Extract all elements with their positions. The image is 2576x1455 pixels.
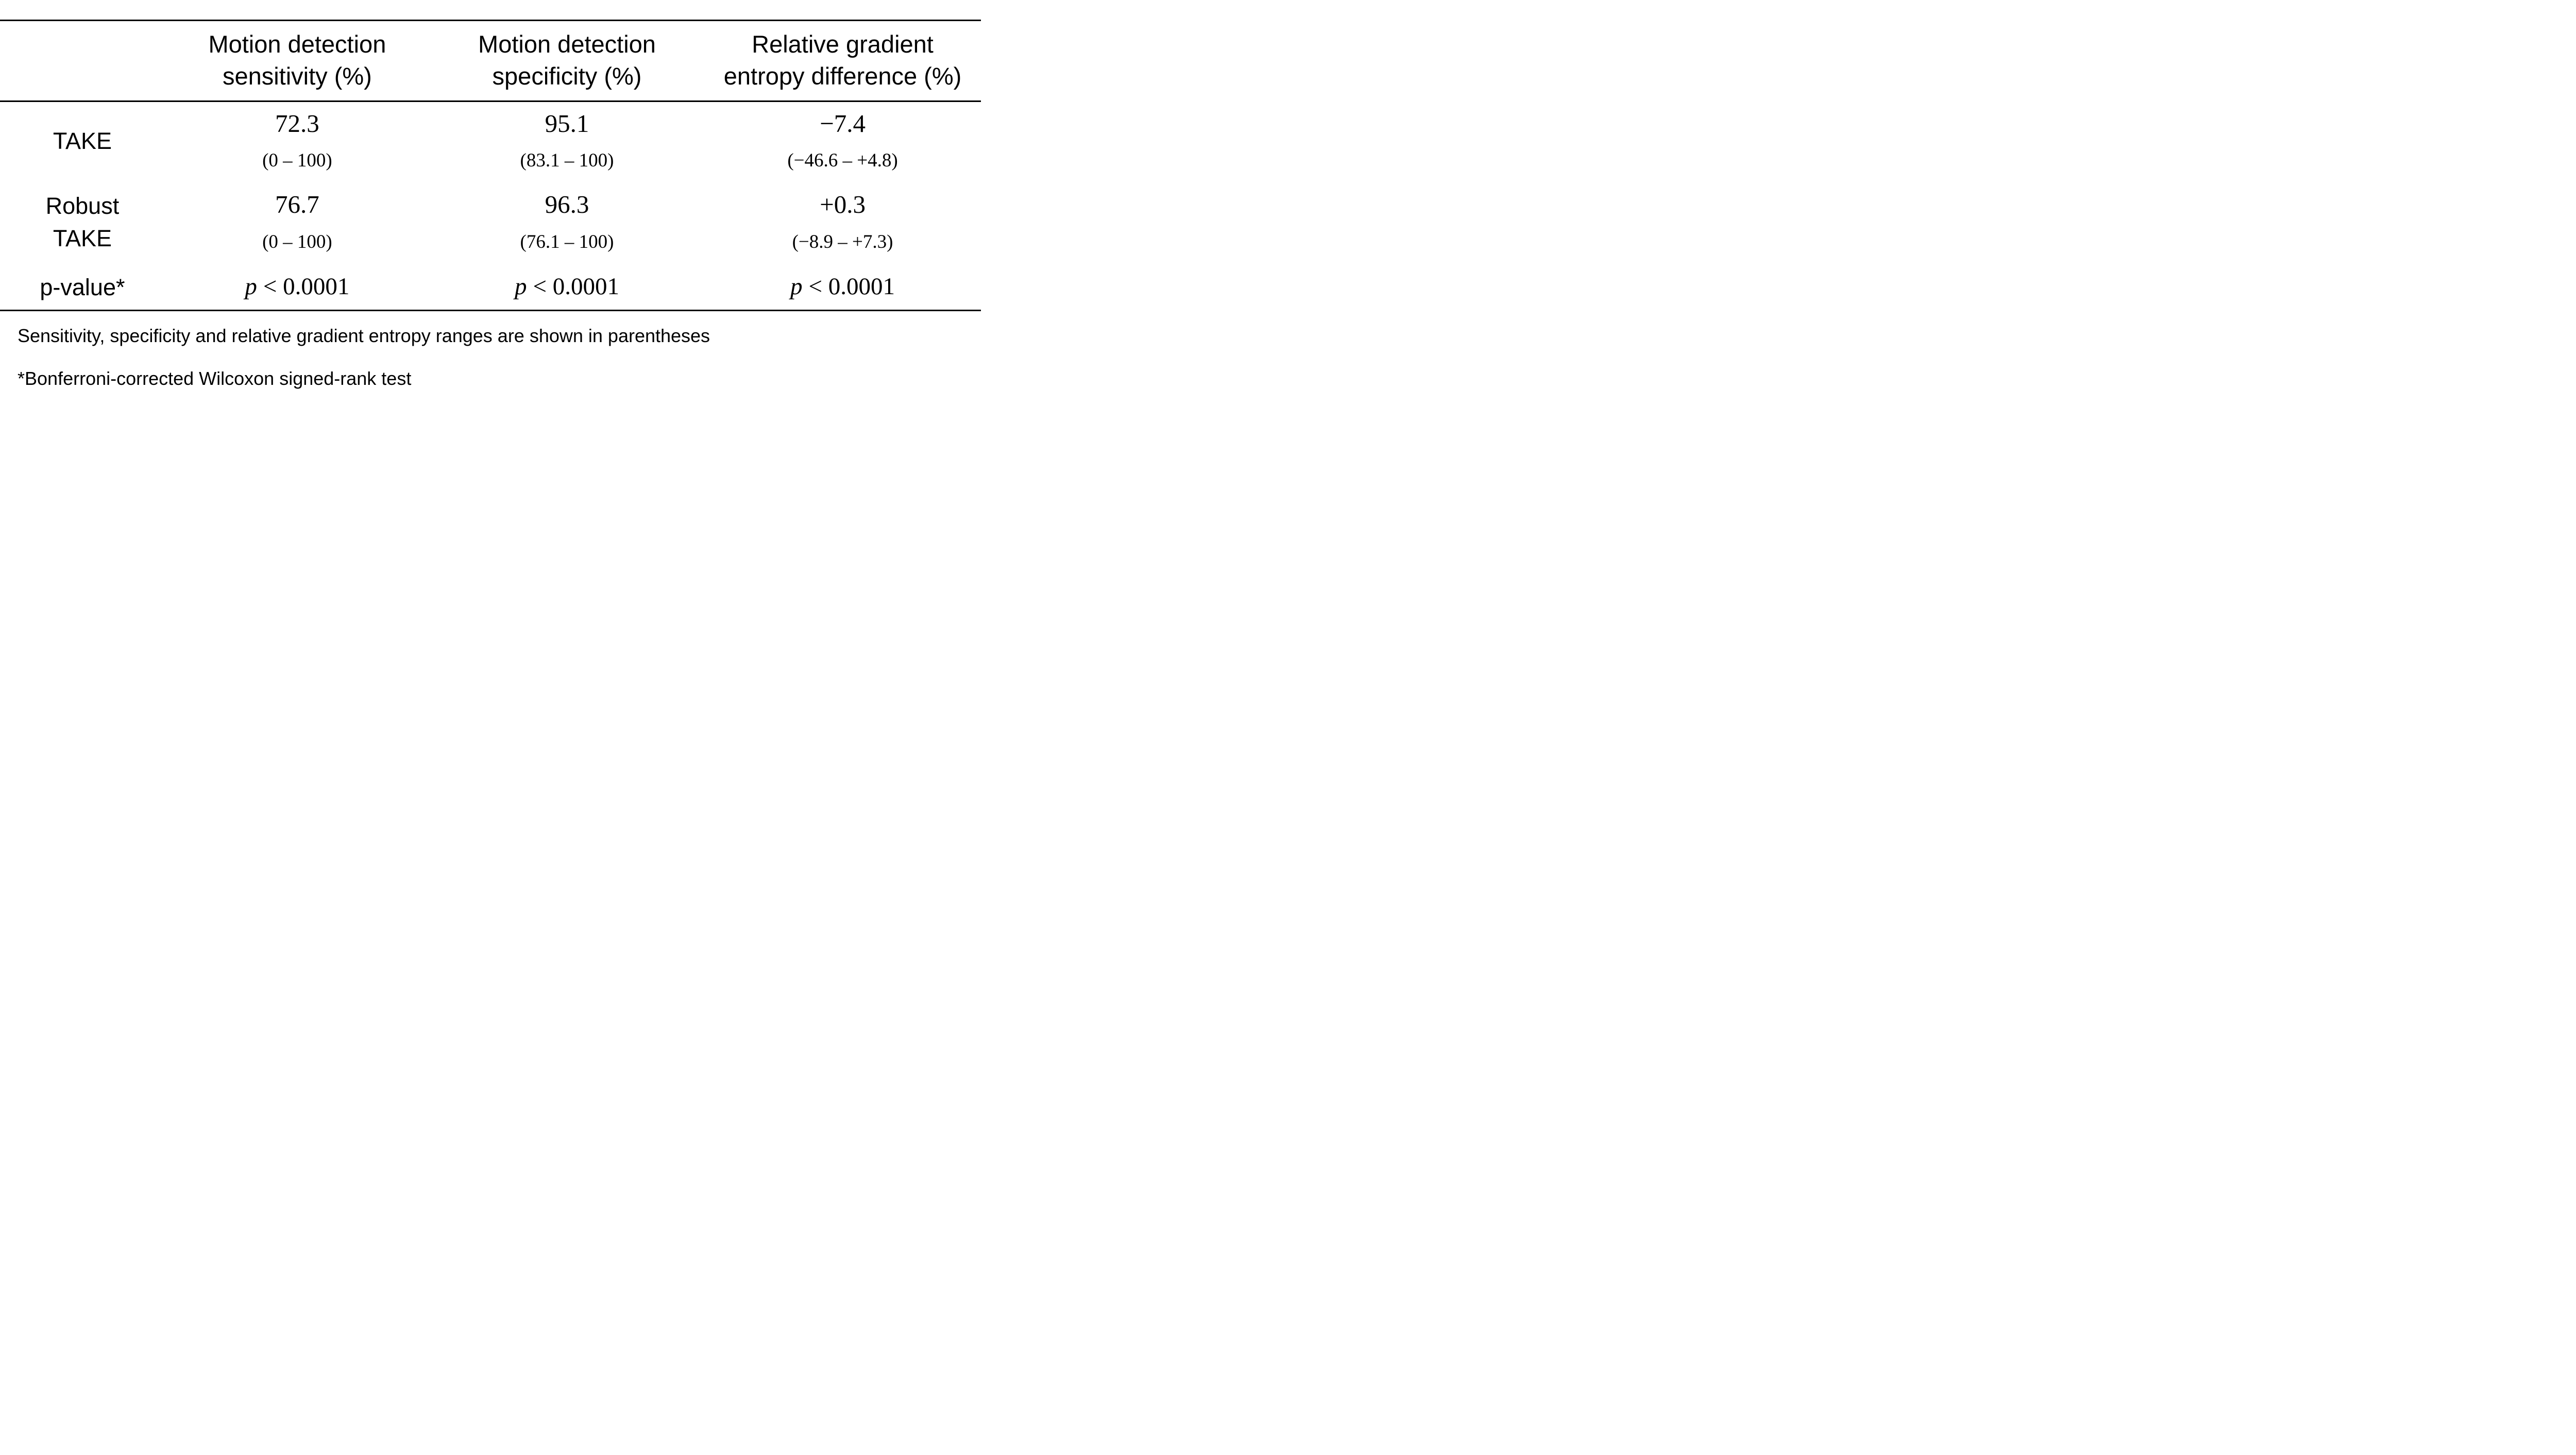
- header-separator-rule: [0, 100, 981, 103]
- table-row-take: TAKE 72.3 (0 – 100) 95.1 (83.1 – 100) −7…: [0, 102, 981, 179]
- p-symbol: p: [245, 273, 257, 300]
- row-label-line: TAKE: [53, 127, 112, 154]
- header-line: Motion detection: [208, 30, 386, 58]
- p-threshold: < 0.0001: [808, 273, 895, 300]
- header-line: Motion detection: [478, 30, 656, 58]
- cell-take-specificity: 95.1 (83.1 – 100): [430, 102, 704, 179]
- cell-range: (−46.6 – +4.8): [787, 150, 898, 172]
- top-rule: [0, 20, 981, 21]
- row-label-take: TAKE: [0, 102, 165, 179]
- header-line: sensitivity (%): [222, 62, 372, 90]
- bottom-rule: [0, 310, 981, 312]
- cell-robust-sensitivity: 76.7 (0 – 100): [165, 179, 430, 264]
- corner-cell-empty: [0, 25, 165, 92]
- p-threshold: < 0.0001: [533, 273, 619, 300]
- table-row-pvalue: p-value* p < 0.0001 p < 0.0001 p < 0.0001: [0, 264, 981, 310]
- p-value-expression: p < 0.0001: [245, 274, 349, 299]
- p-symbol: p: [790, 273, 803, 300]
- cell-range: (0 – 100): [262, 150, 332, 172]
- column-header-sensitivity: Motion detection sensitivity (%): [165, 25, 430, 92]
- cell-pvalue-sensitivity: p < 0.0001: [165, 264, 430, 310]
- cell-value: −7.4: [820, 109, 866, 138]
- table-footnotes: Sensitivity, specificity and relative gr…: [0, 311, 981, 390]
- cell-pvalue-entropy: p < 0.0001: [704, 264, 981, 310]
- cell-robust-specificity: 96.3 (76.1 – 100): [430, 179, 704, 264]
- header-line: Relative gradient: [752, 30, 934, 58]
- footnote-ranges: Sensitivity, specificity and relative gr…: [18, 325, 710, 347]
- footnote-statistical-test: *Bonferroni-corrected Wilcoxon signed-ra…: [18, 368, 412, 390]
- cell-range: (76.1 – 100): [520, 231, 614, 252]
- header-line: entropy difference (%): [723, 62, 962, 90]
- cell-pvalue-specificity: p < 0.0001: [430, 264, 704, 310]
- cell-value: 95.1: [545, 109, 589, 138]
- cell-value: 96.3: [545, 190, 589, 219]
- row-label-pvalue: p-value*: [0, 264, 165, 310]
- column-header-specificity: Motion detection specificity (%): [430, 25, 704, 92]
- cell-take-entropy: −7.4 (−46.6 – +4.8): [704, 102, 981, 179]
- table-row-robust-take: Robust TAKE 76.7 (0 – 100) 96.3 (76.1 – …: [0, 179, 981, 264]
- row-label-line: Robust: [45, 192, 120, 219]
- cell-range: (0 – 100): [262, 231, 332, 252]
- cell-take-sensitivity: 72.3 (0 – 100): [165, 102, 430, 179]
- row-label-robust-take: Robust TAKE: [0, 179, 165, 264]
- cell-range: (83.1 – 100): [520, 150, 614, 172]
- p-threshold: < 0.0001: [263, 273, 350, 300]
- row-label-line: p-value*: [40, 274, 125, 300]
- cell-range: (−8.9 – +7.3): [792, 231, 893, 252]
- table-header-row: Motion detection sensitivity (%) Motion …: [0, 21, 981, 100]
- row-label-line: TAKE: [53, 225, 112, 251]
- cell-value: 76.7: [275, 190, 319, 219]
- column-header-entropy-difference: Relative gradient entropy difference (%): [704, 25, 981, 92]
- header-line: specificity (%): [492, 62, 642, 90]
- cell-value: 72.3: [275, 109, 319, 138]
- cell-robust-entropy: +0.3 (−8.9 – +7.3): [704, 179, 981, 264]
- p-symbol: p: [514, 273, 527, 300]
- p-value-expression: p < 0.0001: [790, 274, 895, 299]
- cell-value: +0.3: [820, 190, 866, 219]
- results-table-figure: Motion detection sensitivity (%) Motion …: [0, 0, 981, 389]
- p-value-expression: p < 0.0001: [515, 274, 619, 299]
